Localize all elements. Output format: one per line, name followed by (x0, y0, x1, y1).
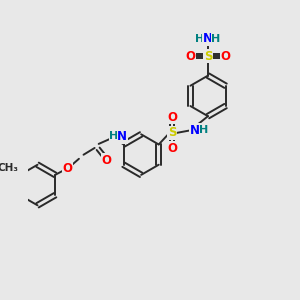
Text: O: O (102, 154, 112, 166)
Text: O: O (167, 142, 177, 155)
Text: H: H (212, 34, 221, 44)
Text: S: S (168, 127, 176, 140)
Text: N: N (203, 32, 213, 45)
Text: O: O (62, 162, 72, 175)
Text: N: N (117, 130, 127, 143)
Text: O: O (167, 111, 177, 124)
Text: H: H (195, 34, 205, 44)
Text: O: O (220, 50, 231, 63)
Text: O: O (185, 50, 195, 63)
Text: CH₃: CH₃ (0, 163, 19, 173)
Text: H: H (199, 125, 208, 135)
Text: S: S (204, 50, 212, 63)
Text: N: N (190, 124, 200, 137)
Text: H: H (110, 131, 119, 141)
